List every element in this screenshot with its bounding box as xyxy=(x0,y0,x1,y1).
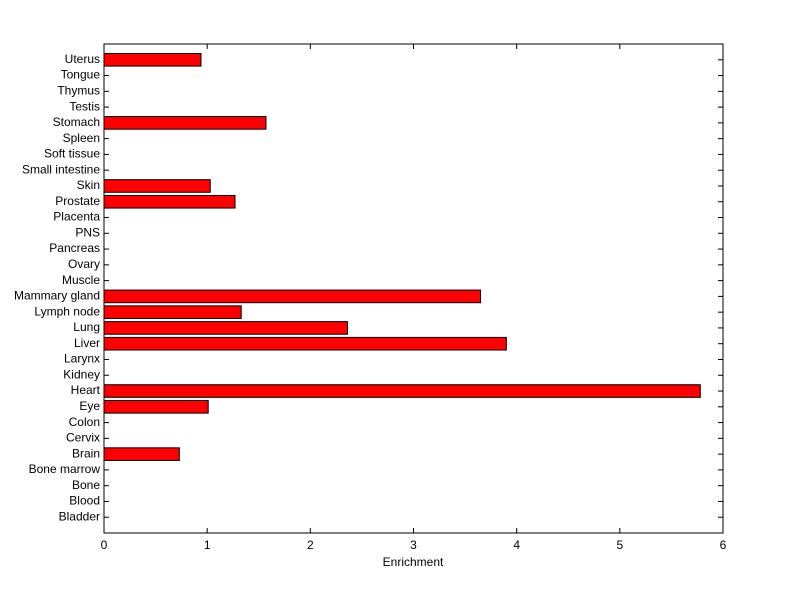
x-tick-label: 1 xyxy=(204,538,211,552)
y-tick-label: Thymus xyxy=(57,83,100,97)
bar xyxy=(103,289,482,304)
y-tick-label: Prostate xyxy=(55,194,100,208)
y-tick-label: Placenta xyxy=(53,210,100,224)
bar xyxy=(103,447,180,461)
y-tick-label: Kidney xyxy=(63,367,100,381)
x-tick-label: 2 xyxy=(307,538,314,552)
y-tick-label: Pancreas xyxy=(49,241,100,255)
y-tick-label: Bone marrow xyxy=(29,462,101,476)
y-tick-label: Cervix xyxy=(66,431,100,445)
y-tick-label: Liver xyxy=(74,336,100,350)
x-axis-label: Enrichment xyxy=(383,555,444,569)
y-tick-label: Mammary gland xyxy=(14,289,100,303)
y-tick-label: Tongue xyxy=(61,68,101,82)
x-tick-label: 5 xyxy=(616,538,623,552)
y-tick-label: Larynx xyxy=(64,352,100,366)
y-tick-label: Bladder xyxy=(59,509,100,523)
x-tick-label: 4 xyxy=(513,538,520,552)
y-tick-label: Spleen xyxy=(63,131,100,145)
y-tick-label: Brain xyxy=(72,446,100,460)
bar xyxy=(103,52,202,67)
y-tick-label: Blood xyxy=(69,494,100,508)
x-tick-label: 0 xyxy=(101,538,108,552)
y-tick-label: Bone xyxy=(72,478,100,492)
bar xyxy=(103,116,267,130)
x-tick-label: 3 xyxy=(410,538,417,552)
y-tick-label: Ovary xyxy=(68,257,100,271)
plot-frame xyxy=(103,43,724,534)
y-tick-label: Uterus xyxy=(65,52,100,66)
y-tick-label: Soft tissue xyxy=(44,147,100,161)
bar xyxy=(103,336,507,351)
y-tick-label: Muscle xyxy=(62,273,100,287)
y-tick-label: Skin xyxy=(77,178,100,192)
bar xyxy=(103,305,242,319)
y-tick-label: Eye xyxy=(79,399,100,413)
bar xyxy=(103,384,701,398)
y-tick-label: Lymph node xyxy=(34,304,100,318)
bar xyxy=(103,399,209,414)
bar xyxy=(103,179,211,193)
y-tick-label: Testis xyxy=(69,99,100,113)
y-tick-label: Lung xyxy=(73,320,100,334)
y-tick-label: Stomach xyxy=(53,115,100,129)
y-tick-label: Heart xyxy=(71,383,101,397)
y-tick-label: PNS xyxy=(75,225,100,239)
bar xyxy=(103,321,348,335)
bar xyxy=(103,194,236,209)
y-tick-label: Colon xyxy=(69,415,100,429)
x-tick-label: 6 xyxy=(720,538,727,552)
y-tick-label: Small intestine xyxy=(22,162,100,176)
